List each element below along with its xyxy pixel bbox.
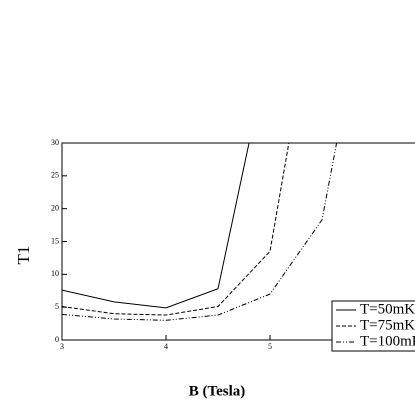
y-tick-label: 25 <box>51 171 59 180</box>
x-tick-label: 5 <box>268 342 272 351</box>
x-tick-label: 4 <box>164 342 168 351</box>
y-tick-label: 0 <box>55 335 59 344</box>
legend-label: T=100mK <box>360 333 415 349</box>
plot-area <box>62 143 338 321</box>
legend-label: T=75mK <box>360 317 415 333</box>
series-line <box>62 143 290 316</box>
y-axis-label: T1 <box>14 246 33 265</box>
series-line <box>62 143 250 309</box>
x-tick-label: 3 <box>60 342 64 351</box>
y-tick-label: 15 <box>51 236 59 245</box>
legend-label: T=50mK <box>360 301 415 317</box>
y-tick-label: 30 <box>51 138 59 147</box>
y-tick-label: 10 <box>51 269 59 278</box>
y-tick-label: 5 <box>55 302 59 311</box>
y-tick-label: 20 <box>51 203 59 212</box>
series-line <box>62 143 338 321</box>
x-axis-label: B (Tesla) <box>189 383 246 399</box>
